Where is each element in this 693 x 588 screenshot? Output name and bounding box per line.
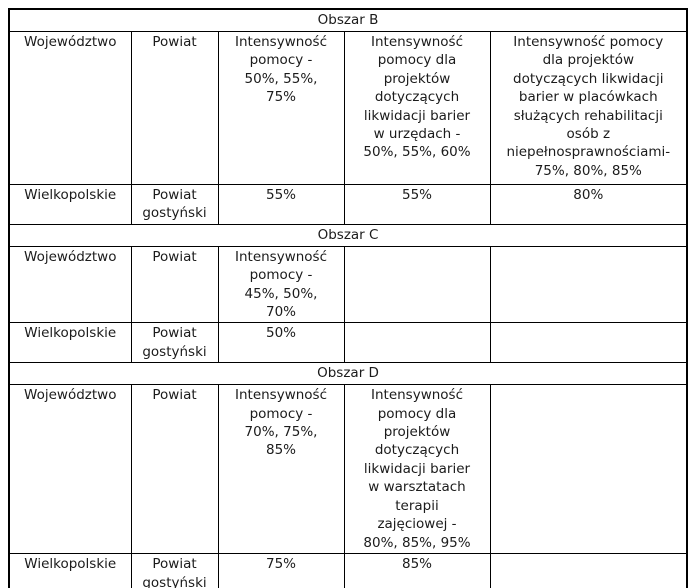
section-b-header-intensywnosc-placowki: Intensywność pomocy dla projektów dotycz… [489, 31, 688, 185]
section-c-powiat-value: Powiat gostyński [130, 322, 219, 364]
section-c-wojewodztwo-value: Wielkopolskie [8, 322, 132, 364]
section-b-powiat-value: Powiat gostyński [130, 184, 219, 225]
section-c-header-wojewodztwo: Województwo [8, 245, 132, 324]
section-b-pomoc-value: 55% [217, 184, 345, 225]
section-c-empty-value-1 [343, 322, 491, 364]
section-c-pomoc-value: 50% [217, 322, 345, 364]
section-b-header-intensywnosc-pomocy: Intensywność pomocy - 50%, 55%, 75% [217, 31, 345, 185]
section-c-header-intensywnosc-pomocy: Intensywność pomocy - 45%, 50%, 70% [217, 245, 345, 324]
section-d-data-row: Wielkopolskie Powiat gostyński 75% 85% [8, 553, 688, 588]
section-d-header-intensywnosc-warsztaty: Intensywność pomocy dla projektów dotycz… [343, 384, 491, 555]
section-d-header-row: Województwo Powiat Intensywność pomocy -… [8, 384, 688, 555]
section-b-title-row: Obszar B [8, 8, 688, 32]
section-d-header-wojewodztwo: Województwo [8, 384, 132, 555]
section-d-warsztaty-value: 85% [343, 553, 491, 588]
section-c-header-empty-2 [489, 245, 688, 324]
section-c-empty-value-2 [489, 322, 688, 364]
section-b-placowki-value: 80% [489, 184, 688, 225]
section-c-header-row: Województwo Powiat Intensywność pomocy -… [8, 245, 688, 324]
section-d-pomoc-value: 75% [217, 553, 345, 588]
section-d-wojewodztwo-value: Wielkopolskie [8, 553, 132, 588]
section-c-title: Obszar C [8, 223, 688, 247]
section-d-empty-value [489, 553, 688, 588]
section-c-header-empty-1 [343, 245, 491, 324]
section-d-header-powiat: Powiat [130, 384, 219, 555]
section-b-urzedy-value: 55% [343, 184, 491, 225]
section-d-title-row: Obszar D [8, 362, 688, 386]
section-b-data-row: Wielkopolskie Powiat gostyński 55% 55% 8… [8, 184, 688, 225]
section-b-header-powiat: Powiat [130, 31, 219, 185]
section-d-header-intensywnosc-pomocy: Intensywność pomocy - 70%, 75%, 85% [217, 384, 345, 555]
section-b-header-intensywnosc-urzedy: Intensywność pomocy dla projektów dotycz… [343, 31, 491, 185]
aid-intensity-table: Obszar B Województwo Powiat Intensywność… [8, 8, 689, 588]
section-b-wojewodztwo-value: Wielkopolskie [8, 184, 132, 225]
section-c-header-powiat: Powiat [130, 245, 219, 324]
section-b-title: Obszar B [8, 8, 688, 32]
section-c-title-row: Obszar C [8, 223, 688, 247]
section-b-header-row: Województwo Powiat Intensywność pomocy -… [8, 31, 688, 185]
section-d-title: Obszar D [8, 362, 688, 386]
section-c-data-row: Wielkopolskie Powiat gostyński 50% [8, 322, 688, 364]
section-d-powiat-value: Powiat gostyński [130, 553, 219, 588]
section-d-header-empty [489, 384, 688, 555]
section-b-header-wojewodztwo: Województwo [8, 31, 132, 185]
